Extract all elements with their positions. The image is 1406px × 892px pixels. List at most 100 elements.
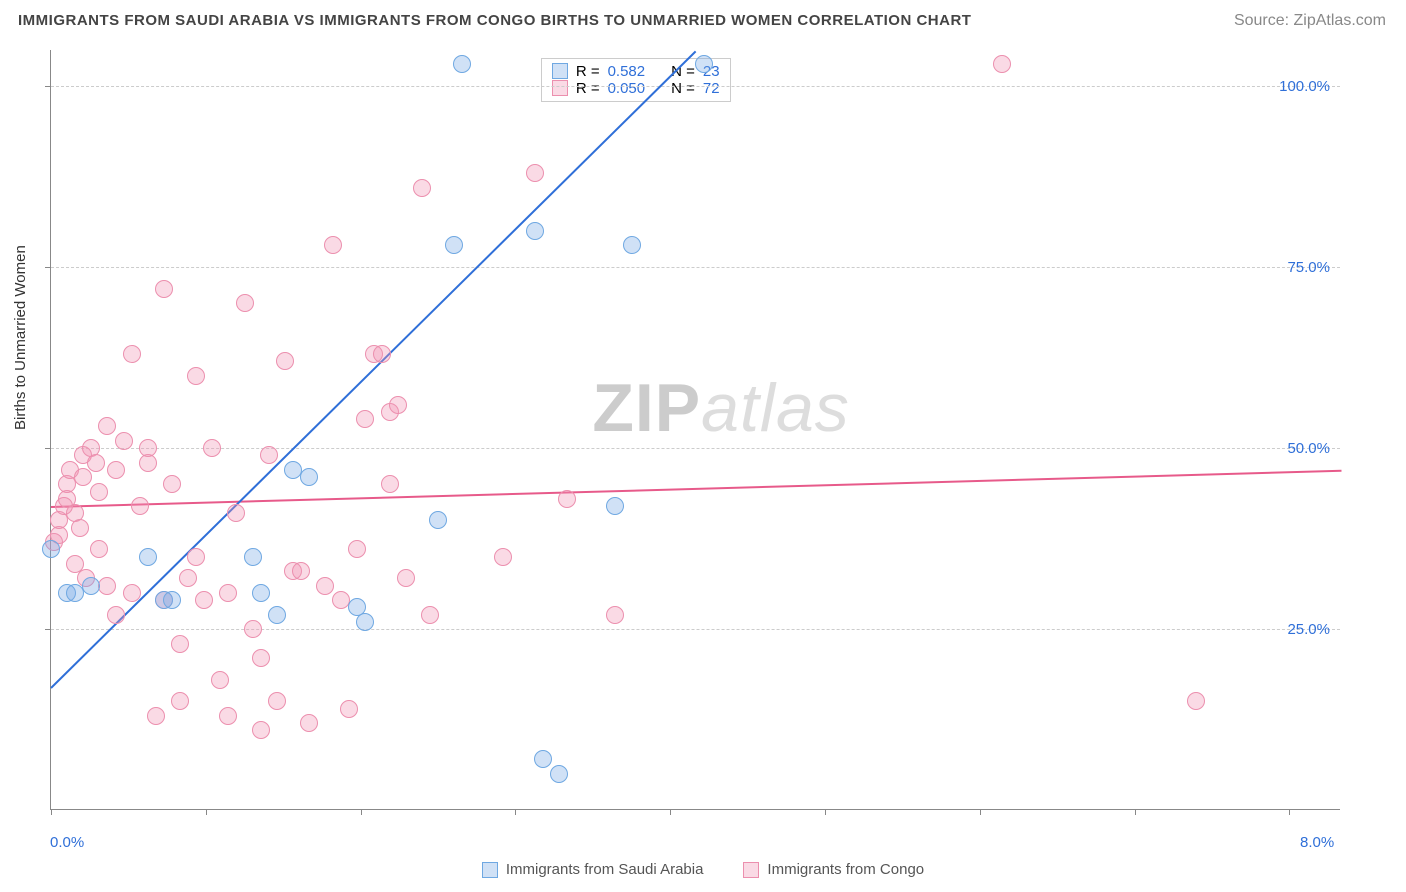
source-attribution: Source: ZipAtlas.com [1234,12,1386,30]
r-value-congo: 0.050 [608,80,646,97]
data-point [252,649,270,667]
data-point [171,692,189,710]
data-point [115,432,133,450]
x-min-label: 0.0% [50,834,84,851]
data-point [494,548,512,566]
data-point [252,721,270,739]
data-point [219,584,237,602]
data-point [98,417,116,435]
chart-plot-area: ZIPatlas R = 0.582 N = 23 R = 0.050 N = … [50,50,1340,810]
legend-item-saudi: Immigrants from Saudi Arabia [482,861,704,878]
legend-label-congo: Immigrants from Congo [767,861,924,878]
data-point [163,591,181,609]
data-point [558,490,576,508]
n-value-congo: 72 [703,80,720,97]
data-point [147,707,165,725]
data-point [195,591,213,609]
data-point [244,548,262,566]
data-point [260,446,278,464]
data-point [429,511,447,529]
n-label: N = [671,80,695,97]
data-point [340,700,358,718]
r-label: R = [576,63,600,80]
data-point [268,692,286,710]
data-point [348,540,366,558]
data-point [373,345,391,363]
data-point [187,548,205,566]
data-point [695,55,713,73]
data-point [82,577,100,595]
data-point [123,584,141,602]
data-point [1187,692,1205,710]
data-point [211,671,229,689]
data-point [244,620,262,638]
data-point [236,294,254,312]
swatch-congo-bottom [743,862,759,878]
data-point [550,765,568,783]
data-point [98,577,116,595]
gridline-y [51,448,1340,449]
data-point [219,707,237,725]
data-point [227,504,245,522]
watermark: ZIPatlas [592,369,849,447]
gridline-y [51,86,1340,87]
data-point [993,55,1011,73]
data-point [123,345,141,363]
data-point [107,606,125,624]
legend-label-saudi: Immigrants from Saudi Arabia [506,861,704,878]
data-point [292,562,310,580]
data-point [252,584,270,602]
data-point [356,410,374,428]
data-point [203,439,221,457]
series-legend: Immigrants from Saudi Arabia Immigrants … [0,861,1406,878]
watermark-zip: ZIP [592,370,701,446]
data-point [316,577,334,595]
y-axis-label: Births to Unmarried Women [12,245,29,430]
data-point [397,569,415,587]
swatch-saudi [552,63,568,79]
y-tick-label: 50.0% [1287,440,1330,457]
data-point [155,280,173,298]
data-point [90,483,108,501]
y-tick-label: 75.0% [1287,259,1330,276]
data-point [179,569,197,587]
data-point [268,606,286,624]
x-tick [670,809,671,815]
data-point [163,475,181,493]
data-point [526,222,544,240]
swatch-congo [552,80,568,96]
data-point [74,468,92,486]
data-point [389,396,407,414]
data-point [300,468,318,486]
data-point [623,236,641,254]
data-point [413,179,431,197]
gridline-y [51,267,1340,268]
data-point [276,352,294,370]
watermark-atlas: atlas [701,370,850,446]
data-point [87,454,105,472]
x-tick [825,809,826,815]
data-point [526,164,544,182]
data-point [107,461,125,479]
trendline [50,50,696,688]
data-point [71,519,89,537]
data-point [139,548,157,566]
swatch-saudi-bottom [482,862,498,878]
data-point [187,367,205,385]
legend-item-congo: Immigrants from Congo [743,861,924,878]
x-tick [1289,809,1290,815]
data-point [606,606,624,624]
x-tick [1135,809,1136,815]
data-point [445,236,463,254]
y-tick-label: 25.0% [1287,621,1330,638]
x-tick [515,809,516,815]
y-tick-label: 100.0% [1279,78,1330,95]
data-point [300,714,318,732]
chart-title: IMMIGRANTS FROM SAUDI ARABIA VS IMMIGRAN… [18,12,971,29]
data-point [131,497,149,515]
data-point [421,606,439,624]
legend-row-congo: R = 0.050 N = 72 [552,80,720,97]
x-tick [206,809,207,815]
x-tick [980,809,981,815]
data-point [90,540,108,558]
